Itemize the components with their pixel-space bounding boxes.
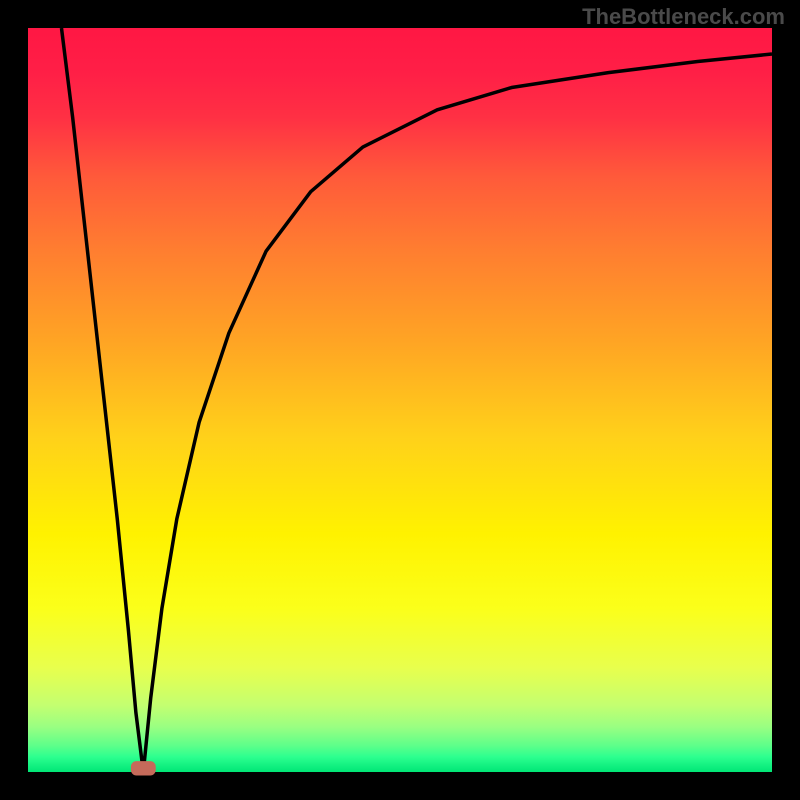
- optimal-point-marker: [131, 762, 155, 775]
- bottleneck-chart: TheBottleneck.com: [0, 0, 800, 800]
- attribution-text: TheBottleneck.com: [582, 4, 785, 29]
- chart-background: [28, 28, 772, 772]
- chart-svg: TheBottleneck.com: [0, 0, 800, 800]
